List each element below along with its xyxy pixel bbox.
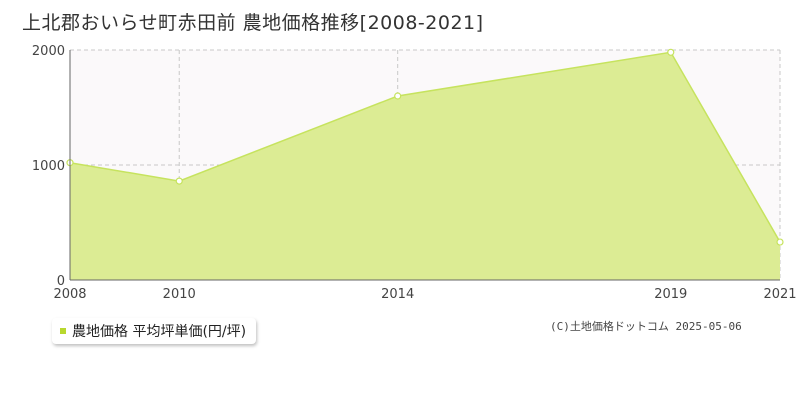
y-tick-label: 0 (57, 274, 65, 289)
y-tick-label: 2000 (32, 44, 65, 59)
legend-label: 農地価格 平均坪単価(円/坪) (72, 324, 247, 340)
legend-swatch-icon (60, 328, 66, 334)
x-tick-label: 2019 (654, 287, 687, 302)
y-tick-label: 1000 (32, 159, 65, 174)
x-tick-label: 2021 (763, 287, 796, 302)
legend: 農地価格 平均坪単価(円/坪) (52, 318, 257, 344)
x-tick-label: 2010 (163, 287, 196, 302)
x-tick-label: 2008 (53, 287, 86, 302)
data-point (175, 177, 183, 185)
data-point (394, 92, 402, 100)
x-axis-ticks: 2008 2010 2014 2019 2021 (53, 287, 796, 302)
data-point (667, 48, 675, 56)
data-point (776, 238, 784, 246)
copyright-text: (C)土地価格ドットコム 2025-05-06 (550, 320, 742, 333)
x-tick-label: 2014 (381, 287, 414, 302)
chart-title: 上北郡おいらせ町赤田前 農地価格推移[2008-2021] (22, 12, 484, 34)
series-area (70, 52, 780, 280)
y-axis-ticks: 0 1000 2000 (32, 44, 65, 289)
data-points (66, 48, 784, 246)
